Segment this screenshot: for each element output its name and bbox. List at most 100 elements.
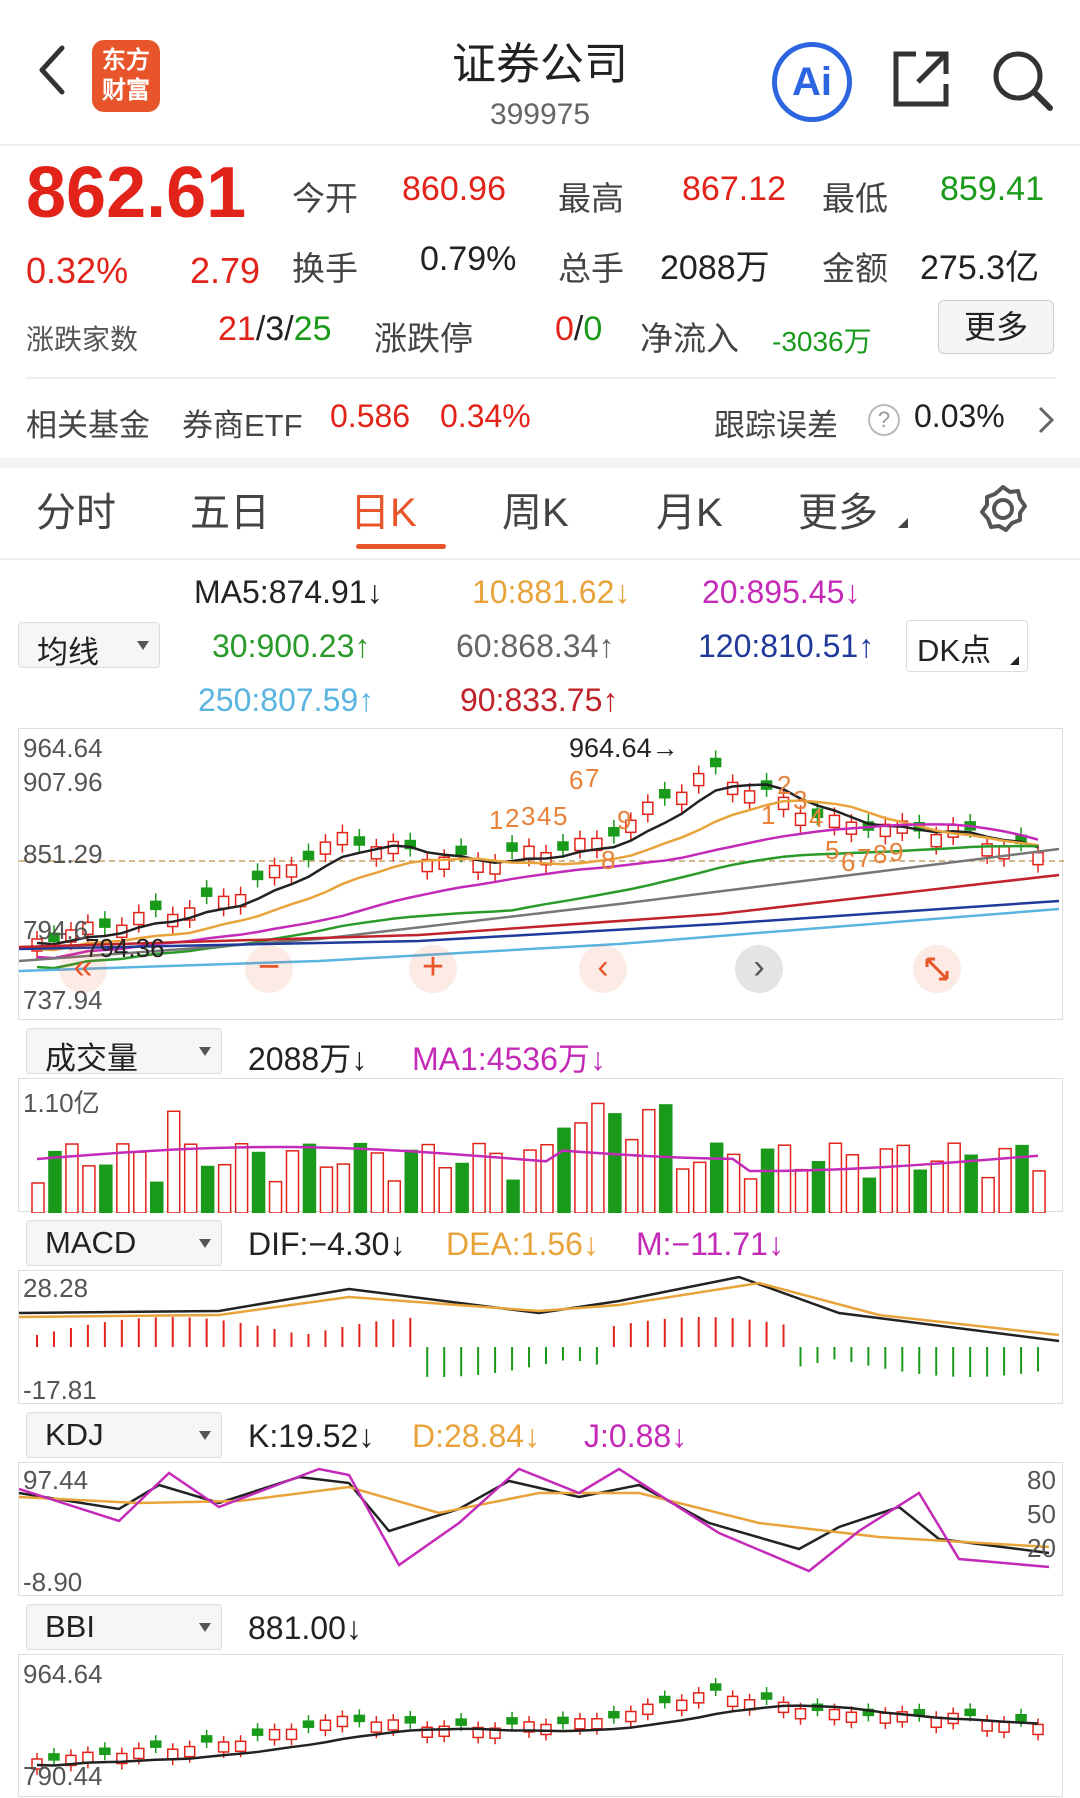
volume-bar — [217, 1163, 232, 1213]
axis-label-top: 964.64 — [23, 733, 103, 763]
help-icon[interactable]: ? — [868, 404, 900, 436]
tab-weekly-k[interactable]: 周K — [502, 491, 569, 535]
bbi-candle-body — [506, 1717, 518, 1725]
volume-bar — [642, 1108, 656, 1213]
volume-bar — [625, 1138, 639, 1213]
fund-name[interactable]: 券商ETF — [182, 408, 303, 443]
nine-turn-down-9: 9 — [889, 837, 903, 867]
netflow-label: 净流入 — [640, 320, 739, 357]
bbi-candle-body — [642, 1703, 654, 1716]
candle-body — [99, 918, 111, 928]
bbi-candle-body — [557, 1716, 569, 1725]
volume-bar — [370, 1152, 385, 1213]
volume-bar — [845, 1154, 860, 1213]
fullscreen-icon[interactable] — [913, 945, 961, 993]
chevron-right-icon[interactable] — [1034, 402, 1058, 438]
section-separator — [0, 458, 1080, 468]
bbi-candle-body — [896, 1711, 909, 1723]
candle-body — [1032, 851, 1044, 866]
volume-bar — [387, 1180, 402, 1213]
divider — [0, 558, 1080, 560]
j-line — [19, 1467, 1050, 1573]
limit-label: 涨跌停 — [374, 320, 473, 357]
macd-axis-top: 28.28 — [23, 1273, 89, 1303]
tab-daily-k[interactable]: 日K — [350, 491, 417, 535]
double-left-icon[interactable]: « — [59, 945, 107, 993]
bbi-candle-body — [523, 1721, 535, 1733]
macd-selector[interactable]: MACD — [26, 1220, 222, 1266]
bbi-chart[interactable]: 964.64 790.44 — [18, 1654, 1063, 1797]
volume-ma1: MA1:4536万↓ — [412, 1041, 606, 1077]
zoom-out-icon[interactable]: − — [245, 945, 293, 993]
volume-chart[interactable]: 1.10亿 — [18, 1078, 1063, 1213]
tab-monthly-k[interactable]: 月K — [656, 491, 723, 535]
candle-body — [336, 831, 349, 846]
d-line — [19, 1485, 1050, 1549]
candle-body — [183, 907, 196, 921]
candle-body — [82, 921, 94, 936]
tab-intraday[interactable]: 分时 — [36, 491, 116, 535]
volume-bar — [726, 1153, 741, 1213]
bbi-candle-body — [234, 1740, 247, 1753]
kdj-selector[interactable]: KDJ — [26, 1412, 222, 1458]
candle-body — [828, 814, 841, 829]
search-icon[interactable] — [988, 46, 1058, 116]
bbi-candle-body — [217, 1741, 230, 1753]
amount-label: 金额 — [822, 250, 888, 287]
page-title: 证券公司 — [452, 40, 628, 89]
eastmoney-logo: 东方 财富 — [92, 40, 160, 112]
kdj-level-20: 20 — [1027, 1533, 1056, 1563]
ma120-line — [19, 899, 1060, 951]
back-icon[interactable] — [30, 40, 80, 100]
bbi-candle-body — [760, 1692, 773, 1700]
next-icon[interactable]: › — [735, 945, 783, 993]
ma-selector[interactable]: 均线 — [18, 622, 160, 670]
bbi-candle-body — [709, 1683, 722, 1691]
high-value: 867.12 — [682, 170, 786, 208]
bbi-candle-body — [150, 1740, 162, 1748]
dk-point-button[interactable]: DK点 — [906, 620, 1028, 672]
macd-axis-bottom: -17.81 — [23, 1375, 97, 1405]
kdj-level-80: 80 — [1027, 1465, 1056, 1495]
tab-five-day[interactable]: 五日 — [190, 491, 270, 535]
volume-bar — [353, 1142, 368, 1213]
volume-bar — [913, 1169, 928, 1213]
volume-ma-line — [36, 1145, 1039, 1173]
candle-body — [743, 790, 756, 804]
fund-price: 0.586 — [330, 398, 411, 434]
bbi-selector[interactable]: BBI — [26, 1604, 222, 1650]
ma5-value: MA5:874.91↓ — [194, 574, 383, 610]
candle-body — [811, 808, 824, 818]
macd-chart[interactable]: 28.28 -17.81 — [18, 1270, 1063, 1405]
volume-bar — [319, 1166, 334, 1213]
more-button[interactable]: 更多 — [938, 300, 1054, 354]
fund-label: 相关基金 — [26, 408, 150, 443]
candle-body — [472, 859, 484, 873]
axis-label-bottom: 737.94 — [23, 985, 103, 1015]
volume-bar — [608, 1113, 622, 1213]
volume-bar — [1032, 1170, 1046, 1213]
prev-icon[interactable]: ‹ — [579, 945, 627, 993]
share-icon[interactable] — [888, 46, 954, 112]
candle-body — [879, 823, 892, 838]
ma10-line — [36, 799, 1039, 952]
macd-m: M:−11.71↓ — [636, 1226, 784, 1262]
k-line — [19, 1475, 1050, 1555]
kdj-chart[interactable]: 97.44 -8.90 80 50 20 — [18, 1462, 1063, 1597]
bbi-candle-body — [387, 1719, 400, 1731]
settings-icon[interactable] — [978, 484, 1028, 534]
nine-turn-down-6: 6 — [841, 847, 855, 877]
bbi-candle-body — [65, 1754, 77, 1767]
volume-bar — [692, 1161, 707, 1213]
zoom-in-icon[interactable]: + — [409, 945, 457, 993]
ai-button[interactable]: Ai — [772, 42, 852, 122]
bbi-candle-body — [659, 1695, 671, 1704]
volume-bar — [48, 1150, 62, 1213]
candle-body — [285, 864, 298, 878]
tab-more[interactable]: 更多 — [798, 491, 878, 535]
bbi-candle-body — [455, 1718, 467, 1726]
candle-body — [794, 812, 807, 827]
volume-selector[interactable]: 成交量 — [26, 1028, 222, 1076]
bbi-candle-body — [981, 1720, 993, 1732]
